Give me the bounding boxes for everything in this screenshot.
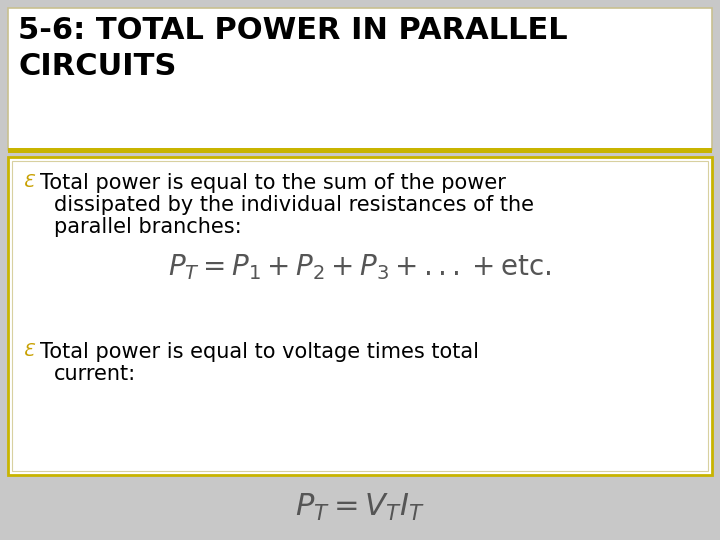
Bar [8, 148, 712, 153]
Text: CIRCUITS: CIRCUITS [18, 52, 176, 81]
FancyBboxPatch shape [8, 157, 712, 475]
Text: current:: current: [54, 364, 136, 384]
Text: Ɛ: Ɛ [22, 173, 33, 191]
Text: dissipated by the individual resistances of the: dissipated by the individual resistances… [54, 195, 534, 215]
Text: 5-6: TOTAL POWER IN PARALLEL: 5-6: TOTAL POWER IN PARALLEL [18, 16, 567, 45]
Text: Total power is equal to voltage times total: Total power is equal to voltage times to… [40, 342, 479, 362]
Text: $P_T = V_T I_T$: $P_T = V_T I_T$ [295, 491, 425, 523]
Text: Total power is equal to the sum of the power: Total power is equal to the sum of the p… [40, 173, 506, 193]
FancyBboxPatch shape [8, 8, 712, 150]
Text: Ɛ: Ɛ [22, 342, 33, 360]
Text: parallel branches:: parallel branches: [54, 217, 242, 237]
Text: $P_T = P_1 + P_2 + P_3 + ... + \mathrm{etc.}$: $P_T = P_1 + P_2 + P_3 + ... + \mathrm{e… [168, 252, 552, 282]
